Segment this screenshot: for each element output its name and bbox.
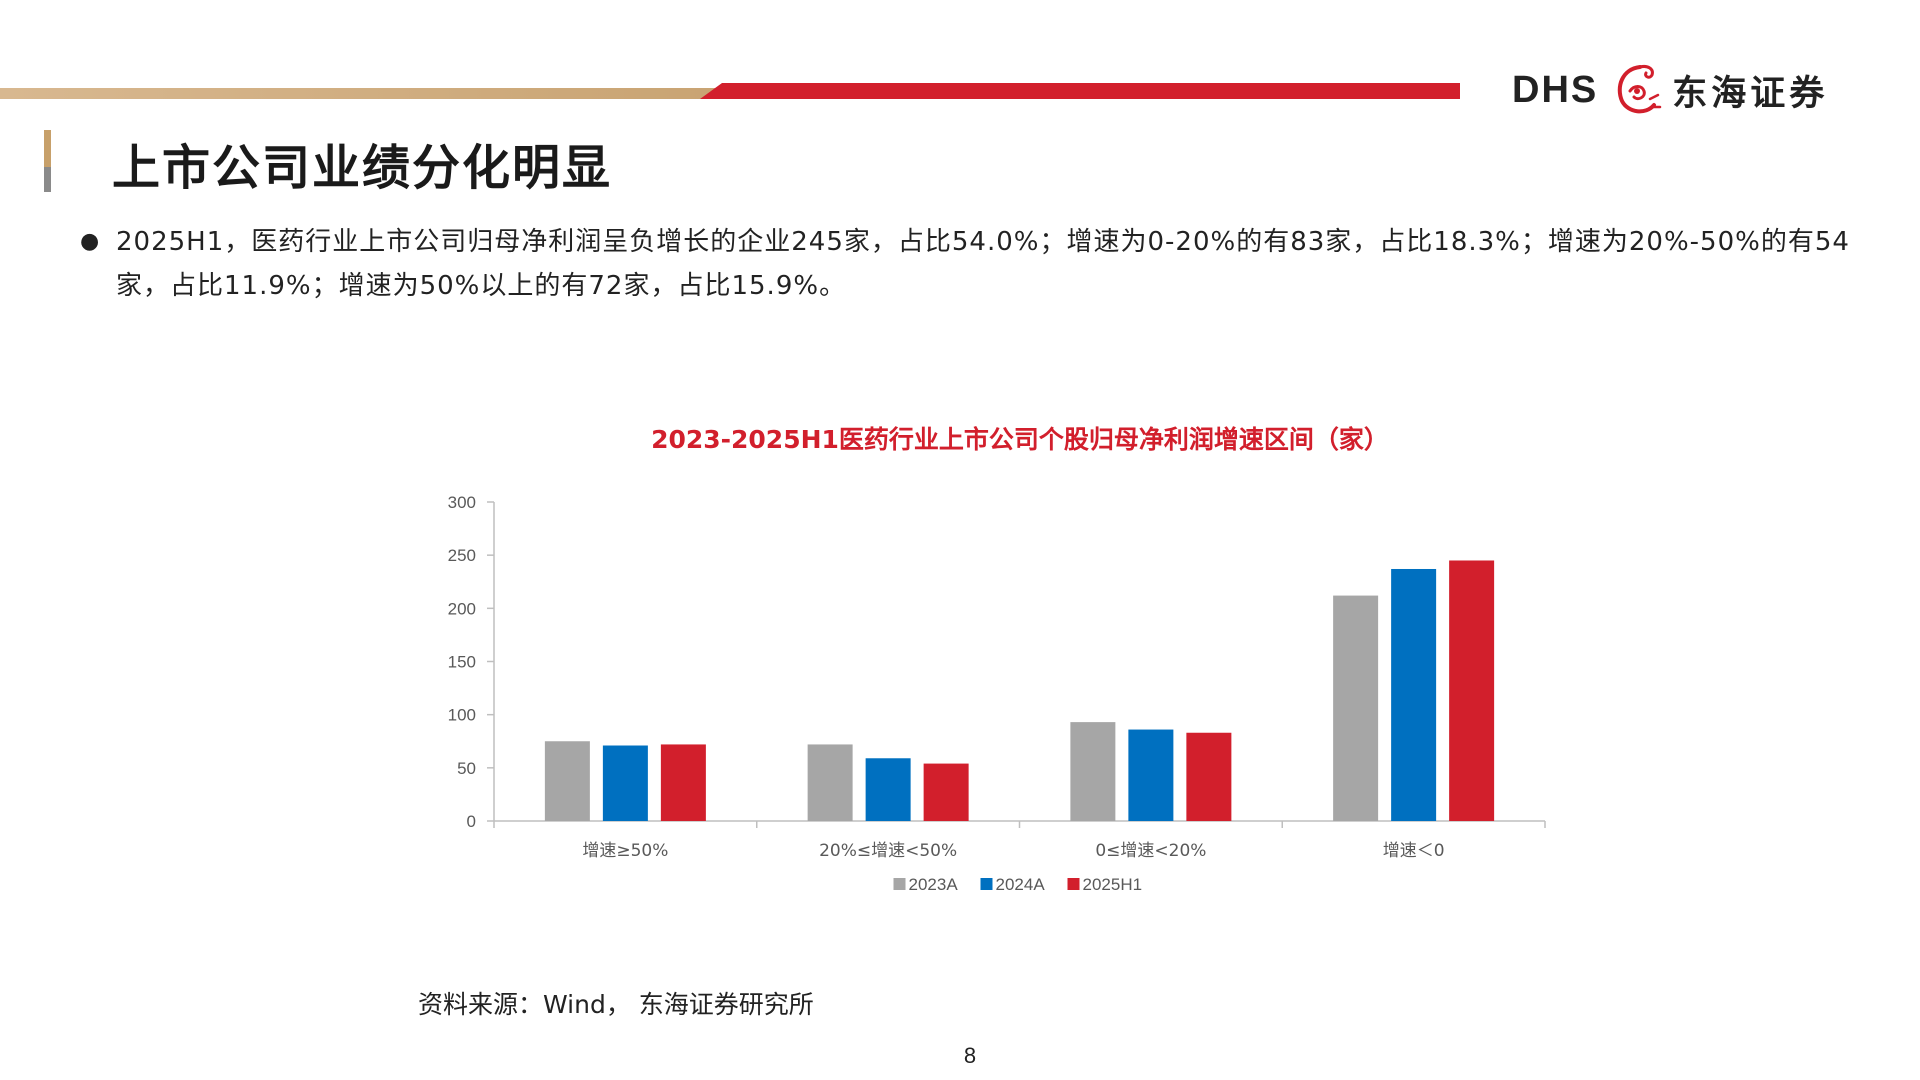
- legend-label: 2025H1: [1083, 875, 1143, 894]
- bar-2025h1: [1186, 732, 1232, 821]
- bar-2024a: [602, 745, 648, 821]
- dragon-logo-icon: [1617, 65, 1662, 114]
- legend-swatch: [893, 878, 906, 890]
- bar-2024a: [1391, 568, 1437, 821]
- header-band-red: [700, 83, 1460, 99]
- bar-2024a: [1128, 729, 1174, 821]
- y-tick-label: 100: [448, 706, 476, 725]
- y-tick-label: 300: [448, 493, 476, 512]
- x-category-label: 20%≤增速<50%: [819, 841, 957, 861]
- bar-2025h1: [923, 763, 969, 821]
- legend-swatch: [980, 878, 993, 890]
- bar-2025h1: [660, 744, 706, 821]
- logo-dhs-text: DHS: [1512, 68, 1599, 111]
- y-tick-label: 250: [448, 546, 476, 565]
- title-accent-bar: [44, 130, 51, 192]
- page-number: 8: [963, 1043, 977, 1068]
- bar-2023a: [1333, 595, 1379, 821]
- x-category-label: 增速≥50%: [582, 841, 668, 861]
- header-band-gold: [0, 88, 716, 99]
- bar-2025h1: [1449, 560, 1495, 821]
- x-category-label: 0≤增速<20%: [1095, 841, 1206, 861]
- summary-paragraph: ● 2025H1，医药行业上市公司归母净利润呈负增长的企业245家，占比54.0…: [80, 220, 1860, 308]
- company-logo: DHS 东海证券: [1512, 55, 1887, 125]
- bar-2023a: [807, 744, 853, 821]
- source-note: 资料来源：Wind， 东海证券研究所: [418, 990, 814, 1019]
- legend-swatch: [1067, 878, 1080, 890]
- summary-text: 2025H1，医药行业上市公司归母净利润呈负增长的企业245家，占比54.0%；…: [116, 227, 1850, 301]
- logo-chinese-name: 东海证券: [1672, 73, 1829, 114]
- bullet-icon: ●: [80, 229, 101, 254]
- x-category-label: 增速＜0: [1383, 841, 1445, 861]
- bar-2023a: [1070, 722, 1116, 821]
- legend-label: 2024A: [996, 875, 1046, 894]
- page-title: 上市公司业绩分化明显: [112, 140, 613, 196]
- y-tick-label: 150: [448, 653, 476, 672]
- y-tick-label: 50: [457, 759, 476, 778]
- y-tick-label: 200: [448, 599, 476, 618]
- bar-2023a: [544, 741, 590, 821]
- bar-2024a: [865, 758, 911, 821]
- y-tick-label: 0: [467, 812, 476, 831]
- chart-title: 2023-2025H1医药行业上市公司个股归母净利润增速区间（家）: [651, 425, 1389, 454]
- legend-label: 2023A: [909, 875, 959, 894]
